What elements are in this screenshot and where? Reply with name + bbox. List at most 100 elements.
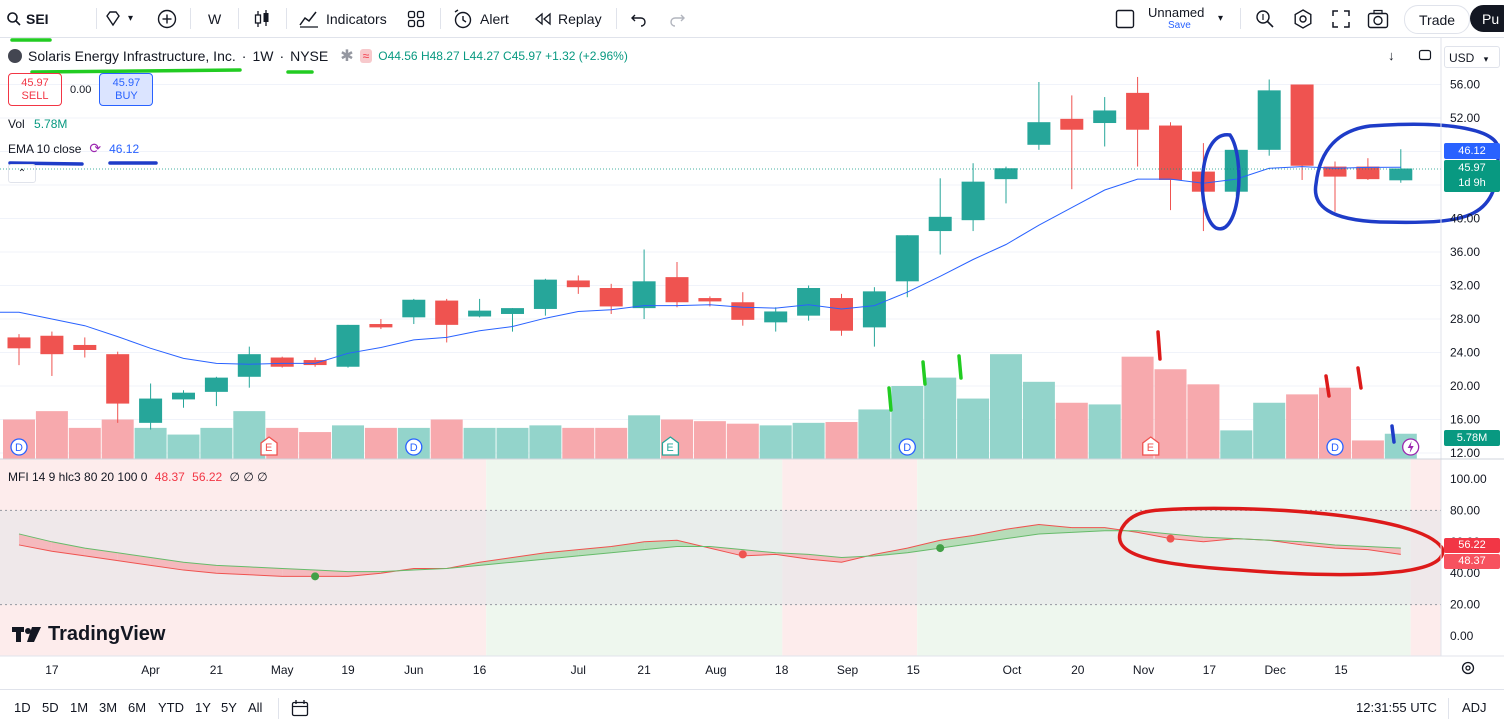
legend-interval[interactable]: 1W	[252, 48, 274, 64]
camera-icon	[1367, 9, 1389, 28]
time-tick-label: 21	[210, 663, 224, 677]
alarm-clock-icon	[454, 8, 472, 28]
range-3m[interactable]: 3M	[99, 700, 118, 715]
wave-icon: ≈	[359, 49, 373, 63]
sell-button[interactable]: 45.97 SELL	[8, 73, 62, 106]
chart-type-button[interactable]	[252, 0, 272, 37]
volume-bar	[759, 425, 792, 459]
candle-body	[1356, 166, 1380, 180]
mfi-cross-dot	[311, 572, 320, 581]
volume-bar	[332, 425, 364, 459]
adjust-button[interactable]: ADJ	[1462, 700, 1487, 715]
mfi-legend[interactable]: MFI 14 9 hlc3 80 20 100 0 48.37 56.22 ∅ …	[8, 470, 268, 484]
templates-button[interactable]	[406, 0, 426, 37]
mfi-fill	[282, 568, 316, 577]
green-mark	[921, 360, 927, 386]
dividend-marker	[10, 438, 28, 456]
range-6m[interactable]: 6M	[128, 700, 147, 715]
mfi-fill	[644, 540, 677, 550]
volume-bar	[134, 427, 167, 459]
goto-date-button[interactable]	[290, 698, 310, 721]
range-ytd[interactable]: YTD	[158, 700, 184, 715]
candle-body	[665, 277, 689, 303]
compare-button[interactable]	[156, 0, 178, 37]
chart-area[interactable]: D D D D E E E 12.00 16.00 20.00 24.00 28.00 32.00 36…	[0, 38, 1504, 688]
buy-label: BUY	[115, 89, 138, 102]
red-mark	[1356, 366, 1363, 390]
blue-circle	[1200, 133, 1241, 231]
calendar-icon	[291, 700, 309, 717]
alert-button[interactable]: Alert	[452, 0, 509, 37]
red-mark	[1156, 330, 1162, 361]
dividend-marker	[1326, 438, 1344, 456]
snapshot-button[interactable]	[1366, 0, 1390, 37]
time-axis-settings[interactable]	[1460, 660, 1476, 681]
layout-name[interactable]: Unnamed Save	[1148, 0, 1204, 37]
range-all[interactable]: All	[248, 700, 263, 715]
collapse-legend-button[interactable]: ⌃	[8, 164, 36, 183]
volume-legend[interactable]: Vol 5.78M	[8, 117, 67, 131]
maximize-icon	[1418, 49, 1432, 61]
mfi-fill	[1302, 541, 1335, 549]
download-button[interactable]: ↓	[1388, 48, 1395, 63]
volume-bar	[200, 427, 233, 459]
quick-search-button[interactable]	[1254, 0, 1276, 37]
time-tick-label: Sep	[837, 663, 859, 677]
volume-bar	[792, 422, 825, 459]
mfi-range-band	[0, 510, 1441, 605]
symbol-search[interactable]: SEI	[6, 0, 94, 37]
indicators-button[interactable]: Indicators	[298, 0, 387, 37]
volume-bar	[924, 377, 957, 459]
fullscreen-button[interactable]	[1330, 0, 1352, 37]
snowflake-icon: ✱	[340, 48, 354, 65]
favorites-button[interactable]: ▾	[104, 0, 133, 37]
square-icon	[1115, 9, 1135, 28]
trade-button[interactable]: Trade	[1404, 5, 1471, 34]
time-tick-label: Oct	[1003, 663, 1022, 677]
tradingview-wordmark: TradingView	[48, 623, 166, 645]
publish-button[interactable]: Pu	[1470, 5, 1504, 32]
dividend-marker	[898, 438, 916, 456]
candle-body	[172, 392, 195, 400]
chevron-down-icon[interactable]: ▾	[1218, 13, 1224, 24]
mfi-tick-label: 80.00	[1450, 503, 1480, 517]
high-value: H48.27	[420, 49, 460, 63]
undo-button[interactable]	[630, 0, 648, 37]
volume-bar	[167, 434, 200, 459]
interval-button[interactable]: W	[208, 10, 222, 27]
candle-body	[7, 337, 31, 349]
range-5d[interactable]: 5D	[42, 700, 59, 715]
ema-line	[0, 166, 1401, 365]
volume-bar	[1055, 402, 1088, 459]
layout-selector[interactable]	[1114, 0, 1136, 37]
ema-legend[interactable]: EMA 10 close ⟳ 46.12	[8, 140, 139, 157]
settings-button[interactable]	[1292, 0, 1314, 37]
redo-button[interactable]	[668, 0, 686, 37]
mfi-tick-label: 40.00	[1450, 566, 1480, 580]
save-label[interactable]: Save	[1168, 20, 1191, 31]
clock-utc[interactable]: 12:31:55 UTC	[1356, 700, 1437, 715]
time-tick-label: 15	[1334, 663, 1348, 677]
symbol-name[interactable]: SEI	[26, 10, 49, 27]
time-tick-label: 19	[341, 663, 355, 677]
symbol-full-name[interactable]: Solaris Energy Infrastructure, Inc.	[28, 48, 236, 64]
candle-body	[1257, 90, 1281, 150]
range-5y[interactable]: 5Y	[221, 700, 237, 715]
buy-button[interactable]: 45.97 BUY	[99, 73, 154, 106]
candle-body	[402, 299, 426, 318]
earnings-marker-label: E	[1147, 442, 1154, 454]
earnings-marker-label: E	[265, 442, 272, 454]
mfi-fill	[940, 535, 974, 549]
price-tick-label: 16.00	[1450, 413, 1480, 427]
bar-countdown: 1d 9h	[1458, 177, 1486, 189]
volume-bar	[825, 422, 858, 459]
mfi-cross-dot	[1166, 534, 1175, 543]
replay-button[interactable]: Replay	[534, 0, 602, 37]
currency-selector[interactable]: USD ▾	[1444, 46, 1500, 68]
tradingview-logo[interactable]: TradingView	[12, 623, 165, 646]
range-1d[interactable]: 1D	[14, 700, 31, 715]
volume-bar	[1220, 430, 1253, 459]
range-1y[interactable]: 1Y	[195, 700, 211, 715]
maximize-pane-button[interactable]	[1418, 48, 1432, 62]
range-1m[interactable]: 1M	[70, 700, 89, 715]
